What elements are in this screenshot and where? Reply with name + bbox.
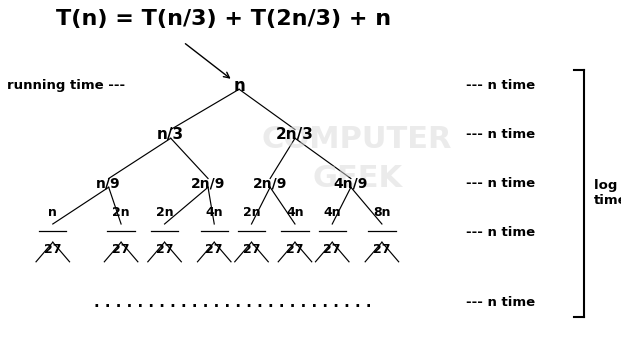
- Text: 27: 27: [324, 243, 341, 256]
- Text: 2n/9: 2n/9: [191, 177, 225, 191]
- Text: 27: 27: [112, 243, 130, 256]
- Text: --- n time: --- n time: [466, 128, 535, 141]
- Text: 2n/9: 2n/9: [253, 177, 288, 191]
- Text: --- n time: --- n time: [466, 296, 535, 309]
- Text: 27: 27: [286, 243, 304, 256]
- Text: n: n: [48, 206, 57, 219]
- Text: running time ---: running time ---: [7, 79, 125, 92]
- Text: n: n: [233, 77, 245, 95]
- Text: 27: 27: [206, 243, 223, 256]
- Text: log n
time: log n time: [594, 178, 621, 206]
- Text: 2n: 2n: [112, 206, 130, 219]
- Text: 27: 27: [243, 243, 260, 256]
- Text: 2n/3: 2n/3: [276, 127, 314, 142]
- Text: GEEK: GEEK: [312, 164, 402, 193]
- Text: n/3: n/3: [157, 127, 184, 142]
- Text: --- n time: --- n time: [466, 226, 535, 239]
- Text: 4n: 4n: [324, 206, 341, 219]
- Text: . . . . . . . . . . . . . . . . . . . . . . . . . .: . . . . . . . . . . . . . . . . . . . . …: [94, 295, 371, 310]
- Text: --- n time: --- n time: [466, 79, 535, 92]
- Text: 27: 27: [44, 243, 61, 256]
- Text: 27: 27: [156, 243, 173, 256]
- Text: n/9: n/9: [96, 177, 121, 191]
- Text: 27: 27: [373, 243, 391, 256]
- Text: 2n: 2n: [243, 206, 260, 219]
- Text: 4n/9: 4n/9: [333, 177, 368, 191]
- Text: --- n time: --- n time: [466, 177, 535, 190]
- Text: 4n: 4n: [206, 206, 223, 219]
- Text: 2n: 2n: [156, 206, 173, 219]
- Text: T(n) = T(n/3) + T(2n/3) + n: T(n) = T(n/3) + T(2n/3) + n: [56, 9, 391, 29]
- Text: 4n: 4n: [286, 206, 304, 219]
- Text: COMPUTER: COMPUTER: [262, 126, 452, 154]
- Text: 8n: 8n: [373, 206, 391, 219]
